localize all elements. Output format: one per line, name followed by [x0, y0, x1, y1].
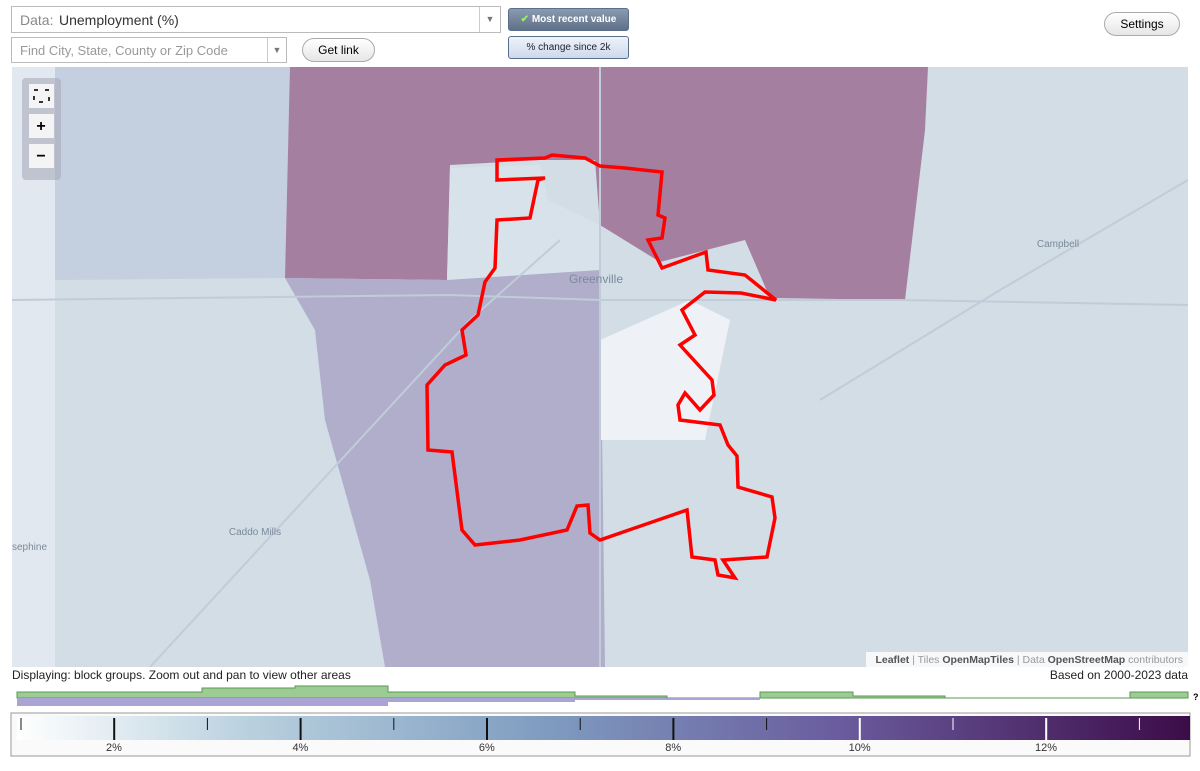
fullscreen-icon	[33, 89, 50, 103]
data-select[interactable]: Data: Unemployment (%) ▼	[11, 6, 501, 33]
zoom-out-icon: −	[36, 148, 45, 165]
search-placeholder: Find City, State, County or Zip Code	[20, 43, 228, 58]
attr-part[interactable]: OpenMapTiles	[942, 654, 1014, 666]
legend-tick-label: 10%	[849, 742, 871, 754]
attribution: Leaflet | Tiles OpenMapTiles | Data Open…	[875, 654, 1183, 666]
search-box[interactable]: Find City, State, County or Zip Code ▼	[11, 37, 287, 63]
place-label: Campbell	[1037, 239, 1079, 250]
attr-part[interactable]: Leaflet	[875, 654, 909, 666]
region	[447, 165, 600, 280]
most-recent-toggle[interactable]: ✔ Most recent value	[508, 8, 629, 31]
legend-tick-label: 8%	[665, 742, 681, 754]
histogram-city	[17, 698, 760, 706]
legend-tick-label: 6%	[479, 742, 495, 754]
zoom-out-button[interactable]	[29, 144, 54, 168]
legend-tick-label: 4%	[292, 742, 308, 754]
dropdown-arrow: ▼	[479, 7, 500, 32]
attr-part: | Data	[1014, 654, 1048, 666]
region	[285, 67, 928, 300]
city-boundary	[425, 153, 778, 581]
place-label: Greenville	[569, 272, 623, 286]
legend-ticks: 2% 4% 6% 8% 10% 12%	[20, 718, 1140, 754]
region	[55, 67, 290, 280]
legend-tick-label: 12%	[1035, 742, 1057, 754]
legend-tick-label: 2%	[106, 742, 122, 754]
most-recent-text: Most recent value	[531, 14, 617, 25]
displaying-note: Displaying: block groups. Zoom out and p…	[12, 668, 351, 682]
legend-help[interactable]: ?	[1193, 692, 1199, 702]
attr-part: | Tiles	[909, 654, 942, 666]
zoom-in-button[interactable]	[29, 114, 54, 138]
settings-button[interactable]: Settings	[1104, 12, 1180, 36]
map[interactable]: Greenville Campbell Caddo Mills sephine …	[12, 67, 1188, 667]
data-label: Data:	[20, 12, 54, 28]
attr-part[interactable]: OpenStreetMap	[1048, 654, 1126, 666]
histogram-current	[16, 685, 1189, 699]
data-range-note: Based on 2000-2023 data	[1050, 668, 1188, 682]
dropdown-arrow: ▼	[267, 38, 286, 62]
zoom-in-icon: +	[36, 118, 45, 135]
change-toggle[interactable]: % change since 2k	[508, 36, 629, 59]
attribution-bg	[866, 652, 1188, 667]
place-label: Caddo Mills	[229, 527, 281, 538]
data-value: Unemployment (%)	[59, 12, 179, 28]
region	[285, 270, 605, 667]
place-label: sephine	[12, 542, 47, 553]
legend-gradient	[17, 716, 1190, 740]
attr-part: contributors	[1125, 654, 1183, 666]
check-icon: ✔	[520, 14, 530, 25]
fullscreen-button[interactable]	[29, 84, 54, 108]
get-link-button[interactable]: Get link	[302, 38, 375, 62]
